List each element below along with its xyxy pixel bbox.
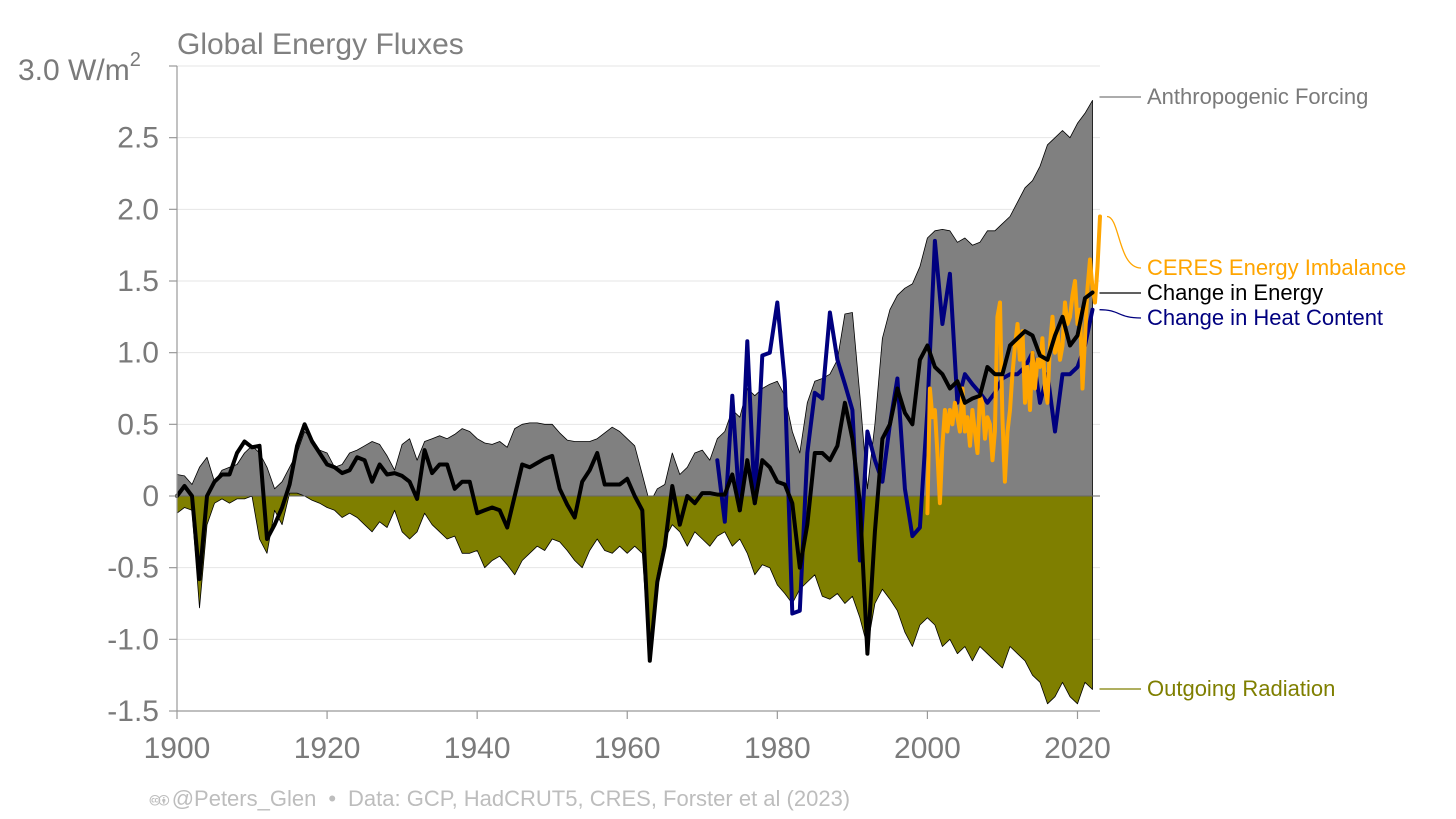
series-label-change-in-energy: Change in Energy xyxy=(1147,280,1323,305)
y-tick-label: 2.5 xyxy=(117,122,159,155)
line-ceres-energy-imbalance xyxy=(925,214,1102,516)
x-tick-label: 1980 xyxy=(744,732,811,765)
footer-credit: 🅭🅯 @Peters_Glen • Data: GCP, HadCRUT5, CRES… xyxy=(150,786,850,812)
area-outgoing-radiation xyxy=(176,492,1093,705)
series-label-outgoing-radiation: Outgoing Radiation xyxy=(1147,676,1335,701)
y-tick-label: 0 xyxy=(142,480,159,513)
y-tick-label: -1.0 xyxy=(107,623,159,656)
y-tick-label: 1.5 xyxy=(117,265,159,298)
x-tick-label: 1920 xyxy=(294,732,361,765)
data-source: Data: GCP, HadCRUT5, CRES, Forster et al… xyxy=(348,786,851,811)
line-layer xyxy=(175,214,1102,663)
x-tick-label: 1960 xyxy=(594,732,661,765)
y-unit-superscript: 2 xyxy=(130,49,141,71)
x-tick-label: 1900 xyxy=(144,732,211,765)
y-tick-label: -0.5 xyxy=(107,552,159,585)
x-tick-label: 2000 xyxy=(894,732,961,765)
x-tick-label: 2020 xyxy=(1044,732,1111,765)
x-tick-label: 1940 xyxy=(444,732,511,765)
line-change-in-energy xyxy=(175,290,1095,663)
separator-dot: • xyxy=(328,786,337,811)
y-tick-label: 2.0 xyxy=(117,193,159,226)
y-axis-unit-label: 3.0 W/m2 xyxy=(18,49,141,87)
series-label-ceres-energy-imbalance: CERES Energy Imbalance xyxy=(1147,255,1406,280)
series-labels: Anthropogenic Forcing Outgoing Radiation C… xyxy=(1099,84,1406,701)
creative-commons-icon: 🅭🅯 xyxy=(150,793,169,810)
area-anthropogenic-forcing xyxy=(176,100,1093,504)
series-label-anthropogenic-forcing: Anthropogenic Forcing xyxy=(1147,84,1368,109)
line-change-in-heat-content xyxy=(715,238,1095,616)
axes: 2.5 2.0 1.5 1.0 0.5 0 -0.5 -1.0 -1.5 1900 1920 1940… xyxy=(107,65,1111,765)
chart-title: Global Energy Fluxes xyxy=(177,28,464,61)
y-tick-label: -1.5 xyxy=(107,695,159,728)
y-tick-label: 1.0 xyxy=(117,337,159,370)
label-leader-change-in-heat-content xyxy=(1099,309,1142,319)
series-label-change-in-heat-content: Change in Heat Content xyxy=(1147,305,1383,330)
y-tick-label: 0.5 xyxy=(117,408,159,441)
y-unit-text: 3.0 W/m xyxy=(18,54,130,87)
author-handle: @Peters_Glen xyxy=(171,786,317,811)
label-leader-ceres-energy-imbalance xyxy=(1106,215,1142,269)
